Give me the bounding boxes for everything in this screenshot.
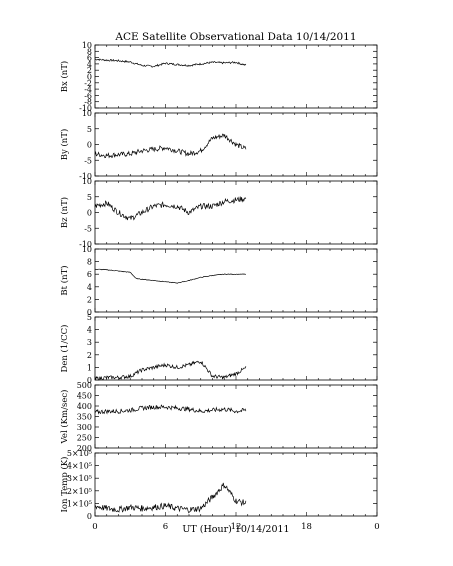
y-tick-label-1-3: -5 <box>84 156 92 165</box>
y-tick-label-0-7: -4 <box>84 85 92 94</box>
y-tick-label-4-5: 0 <box>87 376 92 385</box>
figure-title: ACE Satellite Observational Data 10/14/2… <box>114 31 356 43</box>
panel-frame-2 <box>94 180 378 245</box>
y-tick-label-2-0: 10 <box>82 177 92 186</box>
x-tick-label-3: 18 <box>301 522 312 532</box>
y-axis-label-4: Den (1/CC) <box>59 325 70 373</box>
y-tick-label-6-4: 1×10⁵ <box>67 499 92 508</box>
y-tick-label-6-5: 0 <box>87 512 92 521</box>
panel-frame-3 <box>94 248 378 313</box>
y-tick-label-0-0: 10 <box>82 41 92 50</box>
y-tick-label-2-4: -10 <box>79 240 92 249</box>
y-tick-label-2-2: 0 <box>87 209 92 218</box>
y-tick-label-5-2: 400 <box>77 402 92 411</box>
y-tick-label-3-4: 2 <box>87 295 92 304</box>
y-tick-label-3-3: 4 <box>87 283 92 292</box>
x-tick-label-1: 6 <box>163 522 168 532</box>
y-tick-label-0-2: 6 <box>87 54 92 63</box>
y-tick-label-6-1: 4×10⁵ <box>67 462 92 471</box>
y-tick-label-4-0: 5 <box>87 313 92 322</box>
y-tick-label-0-6: -2 <box>84 79 92 88</box>
series-line-5 <box>94 404 247 415</box>
y-tick-label-6-3: 2×10⁵ <box>67 487 92 496</box>
y-tick-label-0-4: 2 <box>87 66 92 75</box>
y-tick-label-5-0: 500 <box>77 381 92 390</box>
y-axis-label-6: Ion Temp (K) <box>59 457 70 513</box>
y-tick-label-3-0: 10 <box>82 245 92 254</box>
y-tick-label-5-5: 250 <box>77 434 92 443</box>
y-tick-label-1-2: 0 <box>87 141 92 150</box>
y-tick-label-1-0: 10 <box>82 109 92 118</box>
series-line-0 <box>94 58 247 68</box>
y-tick-label-4-2: 3 <box>87 338 92 347</box>
y-tick-label-4-3: 2 <box>87 351 92 360</box>
panel-frame-6 <box>94 452 378 517</box>
panel-frame-5 <box>94 384 378 449</box>
y-tick-label-3-2: 6 <box>87 270 92 279</box>
y-tick-label-5-3: 350 <box>77 413 92 422</box>
y-tick-label-5-1: 450 <box>77 392 92 401</box>
y-tick-label-0-3: 4 <box>87 60 92 69</box>
y-tick-label-4-4: 1 <box>87 363 92 372</box>
y-tick-label-4-1: 4 <box>87 326 92 335</box>
y-tick-label-0-9: -8 <box>84 98 92 107</box>
y-tick-label-0-5: 0 <box>87 73 92 82</box>
series-line-2 <box>94 196 247 221</box>
y-tick-label-0-8: -6 <box>84 91 92 100</box>
panel-frame-0 <box>94 44 378 109</box>
x-tick-label-2: 12 <box>231 522 242 532</box>
y-axis-label-5: Vel (Km/sec) <box>59 390 70 445</box>
x-tick-label-4: 0 <box>374 522 379 532</box>
y-tick-label-2-3: -5 <box>84 224 92 233</box>
y-tick-label-0-10: -10 <box>79 104 92 113</box>
y-axis-label-1: By (nT) <box>59 129 70 161</box>
y-axis-label-2: Bz (nT) <box>59 197 70 228</box>
y-tick-label-5-4: 300 <box>77 423 92 432</box>
y-tick-label-3-1: 8 <box>87 258 92 267</box>
y-tick-label-6-0: 5×10⁵ <box>67 449 92 458</box>
y-tick-label-5-6: 200 <box>77 444 92 453</box>
y-tick-label-2-1: 5 <box>87 193 92 202</box>
y-tick-label-0-1: 8 <box>87 47 92 56</box>
series-line-3 <box>94 268 247 284</box>
y-tick-label-1-4: -10 <box>79 172 92 181</box>
y-axis-label-3: Bt (nT) <box>59 265 70 295</box>
x-axis-label: UT (Hour) 10/14/2011 <box>182 524 289 535</box>
x-tick-label-0: 0 <box>92 522 97 532</box>
y-tick-label-6-2: 3×10⁵ <box>67 474 92 483</box>
y-tick-label-1-1: 5 <box>87 125 92 134</box>
series-line-6 <box>94 482 247 514</box>
y-tick-label-3-5: 0 <box>87 308 92 317</box>
series-line-1 <box>94 133 247 159</box>
y-axis-label-0: Bx (nT) <box>59 61 70 93</box>
series-line-4 <box>94 360 247 381</box>
